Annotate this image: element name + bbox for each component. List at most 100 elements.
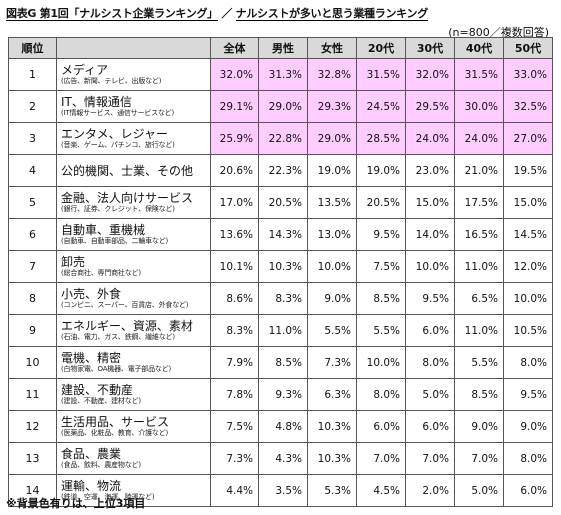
value-cell-40s: 30.0% — [454, 90, 504, 123]
industry-cell: 金融、法人向けサービス (銀行、証券、クレジット、保険など) — [56, 186, 211, 219]
value-cell-female: 10.0% — [307, 250, 357, 283]
table-row: 5 金融、法人向けサービス (銀行、証券、クレジット、保険など) 17.0% 20.5%… — [8, 186, 553, 219]
value-cell-30s: 7.0% — [405, 442, 455, 475]
rank-cell: 11 — [8, 378, 57, 411]
value-cell-female: 19.0% — [307, 154, 357, 187]
value-cell-30s: 15.0% — [405, 186, 455, 219]
table-body: 1 メディア (広告、新聞、テレビ、出版など) 32.0% 31.3% 32.8% 31.5… — [8, 58, 553, 507]
industry-cell: 運輸、物流 (鉄道、空運、海運、陸運など) — [56, 474, 211, 507]
value-cell-20s: 28.5% — [356, 122, 406, 155]
industry-cell: 電機、精密 (白物家電、OA機器、電子部品など) — [56, 346, 211, 379]
rank-cell: 6 — [8, 218, 57, 251]
industry-name: 建設、不動産 — [61, 383, 134, 397]
value-cell-all: 4.4% — [210, 474, 259, 507]
value-cell-20s: 8.5% — [356, 282, 406, 315]
value-cell-male: 10.3% — [258, 250, 308, 283]
value-cell-all: 7.9% — [210, 346, 259, 379]
industry-name: 小売、外食 — [61, 287, 122, 301]
header-female: 女性 — [307, 37, 357, 59]
value-cell-male: 8.5% — [258, 346, 308, 379]
value-cell-50s: 10.5% — [503, 314, 553, 347]
table-row: 10 電機、精密 (白物家電、OA機器、電子部品など) 7.9% 8.5% 7.3% 10.… — [8, 346, 553, 379]
table-row: 6 自動車、重機械 (自動車、自動車部品、二輪車など) 13.6% 14.3% 13.0%… — [8, 218, 553, 251]
rank-cell: 8 — [8, 282, 57, 315]
value-cell-20s: 4.5% — [356, 474, 406, 507]
value-cell-40s: 8.5% — [454, 378, 504, 411]
value-cell-all: 7.3% — [210, 442, 259, 475]
value-cell-30s: 8.0% — [405, 346, 455, 379]
value-cell-male: 9.3% — [258, 378, 308, 411]
rank-cell: 2 — [8, 90, 57, 123]
value-cell-male: 11.0% — [258, 314, 308, 347]
value-cell-female: 29.3% — [307, 90, 357, 123]
value-cell-female: 10.3% — [307, 410, 357, 443]
value-cell-50s: 15.0% — [503, 186, 553, 219]
value-cell-20s: 7.0% — [356, 442, 406, 475]
value-cell-20s: 9.5% — [356, 218, 406, 251]
table-row: 4 公的機関、士業、その他 20.6% 22.3% 19.0% 19.0% 23.0% 21.… — [8, 154, 553, 187]
value-cell-20s: 5.5% — [356, 314, 406, 347]
value-cell-30s: 6.0% — [405, 410, 455, 443]
value-cell-40s: 9.0% — [454, 410, 504, 443]
industry-examples: (石油、電力、ガス、鉄鋼、繊維など) — [61, 333, 175, 341]
industry-examples: (IT情報サービス、通信サービスなど) — [61, 109, 175, 117]
industry-examples: (白物家電、OA機器、電子部品など) — [61, 365, 172, 373]
value-cell-30s: 9.5% — [405, 282, 455, 315]
industry-cell: 食品、農業 (食品、飲料、農産物など) — [56, 442, 211, 475]
industry-examples: (音楽、ゲーム、パチンコ、旅行など) — [61, 141, 175, 149]
table-row: 3 エンタメ、レジャー (音楽、ゲーム、パチンコ、旅行など) 25.9% 22.8% 29… — [8, 122, 553, 155]
value-cell-30s: 6.0% — [405, 314, 455, 347]
rank-cell: 9 — [8, 314, 57, 347]
value-cell-20s: 6.0% — [356, 410, 406, 443]
table-row: 2 IT、情報通信 (IT情報サービス、通信サービスなど) 29.1% 29.0% 29.… — [8, 90, 553, 123]
table-row: 7 卸売 (総合商社、専門商社など) 10.1% 10.3% 10.0% 7.5% 10.0%… — [8, 250, 553, 283]
value-cell-40s: 24.0% — [454, 122, 504, 155]
industry-examples: (食品、飲料、農産物など) — [61, 461, 141, 469]
value-cell-all: 7.5% — [210, 410, 259, 443]
value-cell-20s: 20.5% — [356, 186, 406, 219]
value-cell-30s: 23.0% — [405, 154, 455, 187]
value-cell-all: 13.6% — [210, 218, 259, 251]
value-cell-female: 7.3% — [307, 346, 357, 379]
value-cell-all: 32.0% — [210, 58, 259, 91]
value-cell-50s: 27.0% — [503, 122, 553, 155]
header-30s: 30代 — [405, 37, 455, 59]
value-cell-female: 29.0% — [307, 122, 357, 155]
industry-cell: 建設、不動産 (建設、不動産、建材など) — [56, 378, 211, 411]
industry-examples: (総合商社、専門商社など) — [61, 269, 141, 277]
industry-cell: IT、情報通信 (IT情報サービス、通信サービスなど) — [56, 90, 211, 123]
header-row: 順位 全体 男性 女性 20代 30代 40代 50代 — [8, 37, 553, 59]
header-20s: 20代 — [356, 37, 406, 59]
value-cell-all: 8.6% — [210, 282, 259, 315]
table-row: 1 メディア (広告、新聞、テレビ、出版など) 32.0% 31.3% 32.8% 31.5… — [8, 58, 553, 91]
value-cell-30s: 24.0% — [405, 122, 455, 155]
title-separator: ／ — [217, 7, 236, 20]
value-cell-50s: 8.0% — [503, 346, 553, 379]
title-prefix: 図表G 第1回「ナルシスト企業ランキング」 — [6, 7, 218, 21]
header-all: 全体 — [210, 37, 259, 59]
rank-cell: 3 — [8, 122, 57, 155]
industry-name: 電機、精密 — [61, 351, 122, 365]
value-cell-all: 10.1% — [210, 250, 259, 283]
value-cell-40s: 6.5% — [454, 282, 504, 315]
value-cell-female: 5.3% — [307, 474, 357, 507]
value-cell-20s: 10.0% — [356, 346, 406, 379]
value-cell-male: 20.5% — [258, 186, 308, 219]
value-cell-male: 8.3% — [258, 282, 308, 315]
industry-cell: 生活用品、サービス (医薬品、化粧品、教育、介護など) — [56, 410, 211, 443]
table-row: 13 食品、農業 (食品、飲料、農産物など) 7.3% 4.3% 10.3% 7.0% 7.0… — [8, 442, 553, 475]
industry-name: 卸売 — [61, 255, 86, 269]
value-cell-30s: 10.0% — [405, 250, 455, 283]
value-cell-40s: 31.5% — [454, 58, 504, 91]
value-cell-20s: 7.5% — [356, 250, 406, 283]
header-industry — [56, 37, 211, 59]
value-cell-30s: 32.0% — [405, 58, 455, 91]
industry-name: エネルギー、資源、素材 — [61, 319, 193, 333]
industry-name: 運輸、物流 — [61, 479, 122, 493]
value-cell-all: 29.1% — [210, 90, 259, 123]
value-cell-50s: 12.0% — [503, 250, 553, 283]
value-cell-female: 32.8% — [307, 58, 357, 91]
value-cell-30s: 29.5% — [405, 90, 455, 123]
value-cell-male: 3.5% — [258, 474, 308, 507]
value-cell-50s: 33.0% — [503, 58, 553, 91]
